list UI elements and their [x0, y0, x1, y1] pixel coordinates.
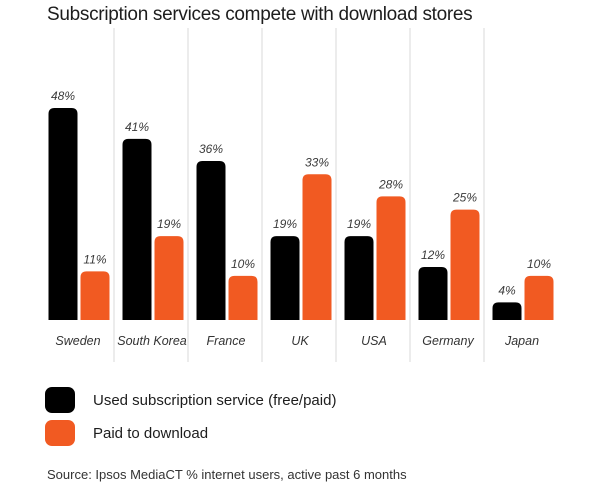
- bar-download-japan: [524, 275, 554, 320]
- data-label: 25%: [452, 191, 477, 205]
- bar-download-usa: [376, 196, 406, 320]
- data-label: 36%: [199, 142, 223, 156]
- category-label: Germany: [422, 334, 474, 348]
- bar-subscription-uk: [270, 236, 300, 320]
- bar-subscription-japan: [492, 302, 522, 320]
- category-label: USA: [361, 334, 387, 348]
- bar-subscription-germany: [418, 267, 448, 320]
- data-label: 19%: [347, 217, 371, 231]
- source-note: Source: Ipsos MediaCT % internet users, …: [47, 467, 407, 482]
- data-label: 48%: [51, 89, 75, 103]
- bar-subscription-usa: [344, 236, 374, 320]
- bar-download-france: [228, 275, 258, 320]
- category-label: France: [207, 334, 246, 348]
- legend-swatch-subscription: [45, 387, 75, 413]
- data-label: 11%: [83, 252, 106, 266]
- data-label: 4%: [498, 283, 516, 297]
- category-label: UK: [291, 334, 309, 348]
- chart-title: Subscription services compete with downl…: [47, 4, 473, 25]
- bar-subscription-france: [196, 161, 226, 320]
- data-label: 12%: [421, 248, 445, 262]
- bar-download-germany: [450, 209, 480, 320]
- bar-subscription-south-korea: [122, 138, 152, 320]
- category-label: South Korea: [117, 334, 187, 348]
- data-label: 41%: [125, 120, 149, 134]
- bar-subscription-sweden: [48, 108, 78, 320]
- category-label: Japan: [504, 334, 539, 348]
- data-label: 28%: [378, 177, 403, 191]
- data-label: 10%: [527, 257, 551, 271]
- data-label: 19%: [157, 217, 181, 231]
- bar-download-uk: [302, 174, 332, 320]
- bar-download-sweden: [80, 271, 110, 320]
- legend-item-download: Paid to download: [45, 420, 208, 446]
- legend-label-download: Paid to download: [93, 424, 209, 442]
- data-label: 10%: [231, 257, 255, 271]
- bar-download-south-korea: [154, 236, 184, 320]
- legend-label-subscription: Used subscription service (free/paid): [93, 391, 337, 409]
- data-label: 33%: [305, 155, 329, 169]
- data-label: 19%: [273, 217, 297, 231]
- legend-swatch-download: [45, 420, 75, 446]
- legend-item-subscription: Used subscription service (free/paid): [45, 387, 336, 413]
- category-label: Sweden: [55, 334, 100, 348]
